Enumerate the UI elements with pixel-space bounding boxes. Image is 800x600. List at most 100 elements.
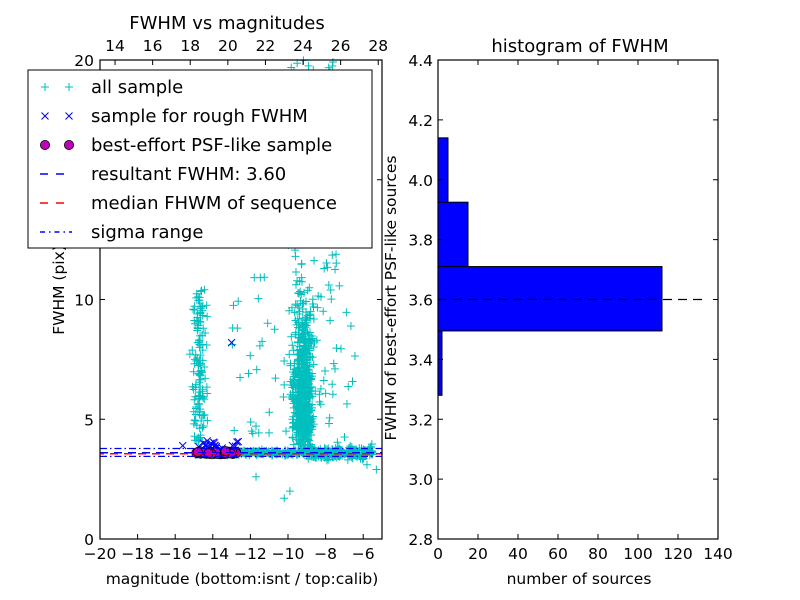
- all-sample-point: [252, 422, 260, 431]
- all-sample-point: [303, 402, 312, 411]
- all-sample-point: [297, 273, 306, 282]
- all-sample-point: [236, 373, 245, 382]
- all-sample-point: [331, 265, 340, 274]
- all-sample-point: [346, 322, 355, 331]
- all-sample-point: [320, 264, 329, 273]
- all-sample-point: [199, 421, 208, 430]
- all-sample-point: [313, 303, 322, 312]
- histogram-y-label: FWHM of best-effort PSF-like sources: [382, 155, 400, 440]
- all-sample-point: [280, 357, 289, 366]
- histogram-y-ticks: 2.8 3.0 3.2 3.4 3.6 3.8 4.0 4.2 4.4: [408, 52, 718, 549]
- scatter-title: FWHM vs magnitudes: [129, 13, 324, 34]
- rough-sample-point: [234, 437, 243, 446]
- all-sample-point: [252, 365, 261, 374]
- hist-y-tick-label: 3.2: [408, 411, 433, 429]
- x-axis-ticks: −20 −18 −16 −14 −12 −10 −8 −6: [84, 534, 375, 563]
- all-sample-point: [288, 394, 297, 403]
- legend-entry: median FHWM of sequence: [40, 193, 337, 214]
- all-sample-point: [293, 59, 302, 68]
- all-sample-point: [189, 385, 198, 394]
- all-sample-point: [244, 369, 253, 378]
- hist-y-tick-label: 3.0: [408, 471, 433, 489]
- legend-box: [27, 69, 373, 249]
- all-sample-point: [293, 350, 302, 359]
- all-sample-point: [192, 421, 201, 430]
- all-sample-point: [293, 365, 302, 374]
- all-sample-point: [196, 405, 205, 414]
- legend-label: best-effort PSF-like sample: [91, 135, 332, 156]
- histogram-bar: [437, 137, 449, 203]
- all-sample-point: [291, 300, 300, 309]
- all-sample-point: [308, 300, 317, 309]
- all-sample-point: [200, 285, 209, 294]
- all-sample-point: [301, 342, 310, 351]
- all-sample-point: [325, 413, 334, 422]
- legend-label: median FHWM of sequence: [91, 193, 337, 214]
- all-sample-point: [367, 440, 376, 449]
- all-sample-point: [289, 388, 298, 397]
- all-sample-point: [328, 390, 337, 399]
- all-sample-point: [352, 447, 361, 456]
- all-sample-point: [293, 301, 302, 310]
- rough-sample-point: [233, 438, 241, 446]
- all-sample-point: [291, 280, 300, 289]
- all-sample-point: [254, 294, 263, 303]
- all-sample-point: [342, 399, 351, 408]
- all-sample-point: [307, 406, 316, 415]
- all-sample-point: [295, 380, 304, 389]
- histogram-bar: [437, 266, 663, 332]
- all-sample-point: [294, 417, 303, 426]
- top-tick-label: 26: [331, 37, 351, 55]
- all-sample-point: [301, 394, 310, 403]
- all-sample-point: [198, 331, 207, 340]
- hist-x-tick-label: 140: [703, 545, 733, 563]
- all-sample-point: [300, 352, 309, 361]
- all-sample-point: [315, 390, 324, 399]
- all-sample-point: [301, 329, 310, 338]
- legend-entry: all sample: [41, 77, 183, 98]
- all-sample-point: [345, 443, 354, 452]
- all-sample-point: [198, 423, 207, 432]
- all-sample-point: [295, 289, 304, 298]
- all-sample-point: [304, 421, 313, 430]
- legend-label: all sample: [91, 77, 183, 98]
- all-sample-point: [308, 334, 317, 343]
- all-sample-point: [193, 400, 202, 409]
- histogram-x-label: number of sources: [507, 570, 652, 588]
- all-sample-point: [319, 376, 328, 385]
- all-sample-point: [294, 356, 303, 365]
- legend-plus-icon: [41, 83, 49, 91]
- all-sample-point: [298, 379, 307, 388]
- hist-y-tick-label: 4.2: [408, 112, 433, 130]
- all-sample-point: [328, 61, 337, 70]
- all-sample-point: [198, 392, 207, 401]
- all-sample-point: [300, 320, 309, 329]
- all-sample-point: [294, 378, 303, 387]
- all-sample-point: [199, 324, 208, 333]
- hist-x-tick-label: 60: [548, 545, 568, 563]
- legend-circle-icon: [40, 139, 51, 150]
- all-sample-point: [272, 446, 281, 455]
- hist-x-tick-label: 20: [468, 545, 488, 563]
- all-sample-point: [189, 367, 198, 376]
- legend-circle-icon: [64, 139, 75, 150]
- all-sample-point: [332, 344, 341, 353]
- x-tick-label: −6: [352, 545, 375, 563]
- all-sample-point: [196, 431, 205, 440]
- legend-entry: sigma range: [40, 222, 203, 243]
- all-sample-point: [198, 302, 207, 311]
- all-sample-point: [331, 364, 340, 373]
- all-sample-point: [372, 465, 381, 474]
- all-sample-point: [359, 447, 368, 456]
- all-sample-point: [279, 393, 288, 402]
- all-sample-point: [188, 346, 197, 355]
- all-sample-point: [303, 437, 312, 446]
- all-sample-point: [295, 323, 304, 332]
- all-sample-point: [298, 299, 307, 308]
- legend-x-icon: [41, 112, 49, 120]
- all-sample-point: [306, 375, 315, 384]
- all-sample-point: [362, 460, 371, 469]
- all-sample-point: [332, 250, 341, 259]
- legend-label: sample for rough FWHM: [91, 106, 308, 127]
